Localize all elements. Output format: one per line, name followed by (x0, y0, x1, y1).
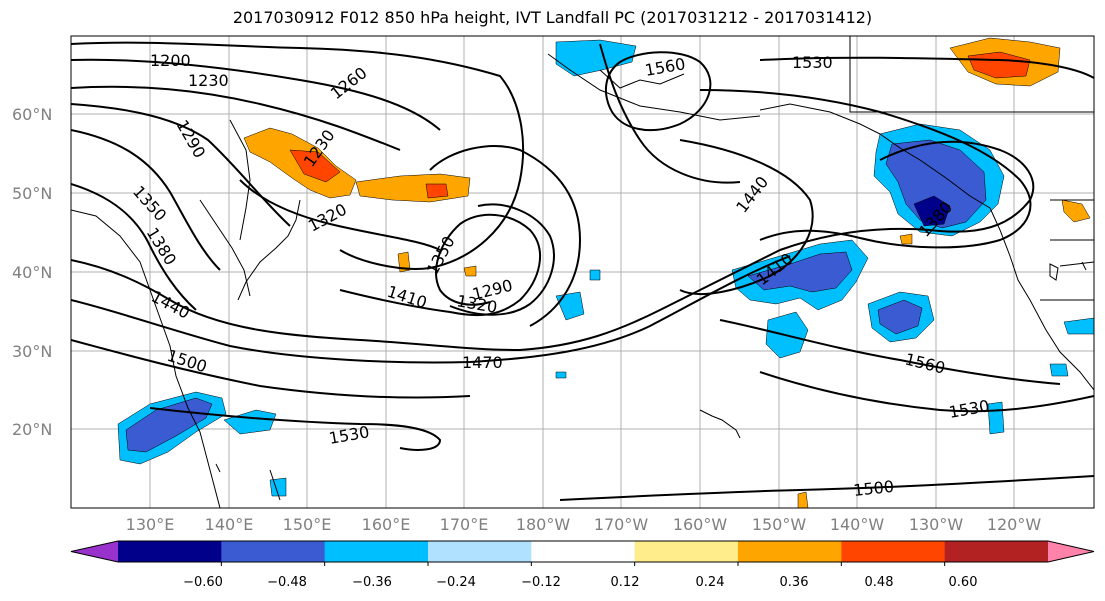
colorbar-tick-label: −0.36 (352, 575, 392, 590)
colorbar-tick-label: −0.60 (183, 575, 223, 590)
contour-label: 1470 (462, 353, 503, 372)
lon-label: 170°W (594, 515, 649, 534)
colorbar-tick-label: 0.60 (949, 575, 978, 590)
colorbar-tick-label: 0.12 (611, 575, 640, 590)
lon-label: 180°W (516, 515, 571, 534)
latitude-labels: 60°N 50°N 40°N 30°N 20°N (12, 105, 52, 439)
colorbar-segment (221, 541, 326, 562)
lon-label: 140°W (830, 515, 885, 534)
colorbar-tick-label: −0.24 (436, 575, 476, 590)
colorbar-segment (738, 541, 842, 562)
colorbar-segment (118, 541, 222, 562)
colorbar-tick-label: −0.12 (521, 575, 561, 590)
lon-label: 130°E (126, 515, 175, 534)
graticule (71, 36, 1094, 508)
lat-label: 30°N (12, 342, 52, 361)
lat-label: 60°N (12, 105, 52, 124)
map-title: 2017030912 F012 850 hPa height, IVT Land… (232, 8, 873, 27)
colorbar-segment (944, 541, 1049, 562)
colorbar-tick-label: 0.48 (865, 575, 894, 590)
lon-label: 160°E (362, 515, 411, 534)
colorbar-segment (428, 541, 532, 562)
colorbar-tick-label: 0.24 (696, 575, 725, 590)
colorbar-segment (634, 541, 739, 562)
colorbar (70, 540, 1095, 566)
ivt-positive-shading (243, 37, 1091, 508)
contour-label: 1200 (150, 51, 191, 70)
colorbar-ticks: −0.60 −0.48 −0.36 −0.24 −0.12 0.12 0.24 … (183, 575, 977, 590)
colorbar-outline (70, 540, 1095, 563)
colorbar-tick-label: 0.36 (780, 575, 809, 590)
height-contours (71, 41, 1094, 501)
colorbar-extend-high (1048, 541, 1094, 562)
colorbar-tick-label: −0.48 (267, 575, 307, 590)
lat-label: 40°N (12, 263, 52, 282)
longitude-labels: 130°E 140°E 150°E 160°E 170°E 180°W 170°… (126, 515, 1042, 534)
lon-label: 130°W (909, 515, 964, 534)
lon-label: 150°E (283, 515, 332, 534)
lat-label: 50°N (12, 184, 52, 203)
colorbar-segment (531, 541, 636, 562)
colorbar-segment (324, 541, 429, 562)
lon-label: 140°E (205, 515, 254, 534)
lon-label: 160°W (673, 515, 728, 534)
colorbar-extend-low (71, 541, 118, 562)
lat-label: 20°N (12, 420, 52, 439)
map-frame (70, 35, 1095, 509)
colorbar-segment (841, 541, 946, 562)
contour-label: 1230 (188, 71, 229, 90)
contour-label: 1530 (792, 53, 833, 72)
lon-label: 120°W (987, 515, 1042, 534)
ivt-negative-shading (117, 39, 1094, 497)
lon-label: 170°E (440, 515, 489, 534)
lon-label: 150°W (752, 515, 807, 534)
contour-label: 1500 (852, 477, 894, 500)
